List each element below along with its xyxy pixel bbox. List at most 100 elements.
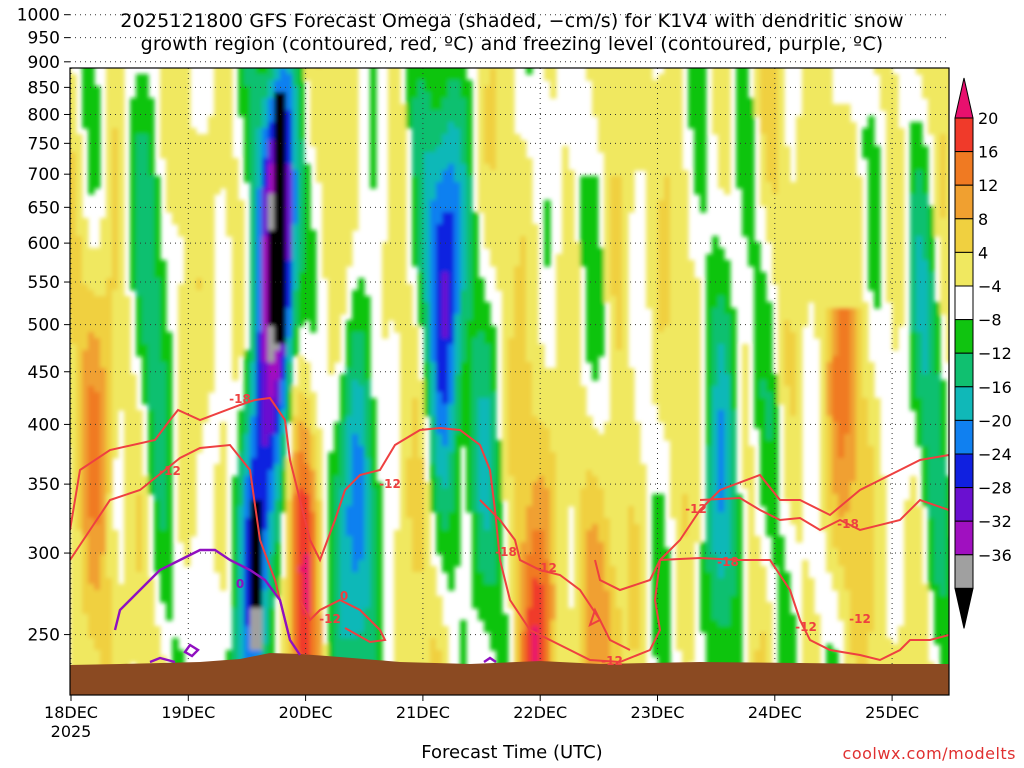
omega-cell (286, 326, 293, 333)
omega-cell (70, 92, 77, 99)
omega-cell (358, 476, 365, 483)
omega-cell (328, 554, 335, 561)
omega-cell (124, 572, 131, 579)
omega-cell (364, 416, 371, 423)
omega-cell (394, 104, 401, 111)
omega-cell (208, 296, 215, 303)
omega-cell (352, 470, 359, 477)
omega-cell (70, 248, 77, 255)
omega-cell (430, 230, 437, 237)
omega-cell (250, 86, 257, 93)
omega-cell (112, 230, 119, 237)
omega-cell (220, 572, 227, 579)
omega-cell (424, 578, 431, 585)
omega-cell (334, 164, 341, 171)
omega-cell (406, 482, 413, 489)
omega-cell (364, 434, 371, 441)
omega-cell (262, 284, 269, 291)
omega-cell (364, 608, 371, 615)
omega-cell (358, 512, 365, 519)
omega-cell (328, 590, 335, 597)
omega-cell (244, 458, 251, 465)
omega-cell (154, 398, 161, 405)
omega-cell (352, 506, 359, 513)
omega-cell (94, 386, 101, 393)
omega-cell (226, 650, 233, 657)
omega-cell (370, 158, 377, 165)
omega-cell (400, 278, 407, 285)
omega-cell (148, 272, 155, 279)
omega-cell (154, 440, 161, 447)
omega-cell (298, 80, 305, 87)
omega-cell (376, 572, 383, 579)
omega-cell (244, 116, 251, 123)
omega-cell (346, 422, 353, 429)
omega-cell (370, 452, 377, 459)
omega-cell (166, 482, 173, 489)
omega-cell (412, 152, 419, 159)
omega-cell (184, 494, 191, 501)
omega-cell (424, 134, 431, 141)
omega-cell (136, 218, 143, 225)
omega-cell (190, 152, 197, 159)
omega-cell (94, 116, 101, 123)
omega-cell (178, 446, 185, 453)
omega-cell (154, 536, 161, 543)
omega-cell (346, 98, 353, 105)
omega-cell (244, 572, 251, 579)
omega-cell (334, 74, 341, 81)
omega-cell (358, 596, 365, 603)
omega-cell (364, 542, 371, 549)
omega-cell (166, 494, 173, 501)
omega-cell (262, 530, 269, 537)
omega-cell (238, 446, 245, 453)
omega-cell (418, 452, 425, 459)
omega-cell (136, 326, 143, 333)
omega-cell (166, 446, 173, 453)
omega-cell (268, 554, 275, 561)
omega-cell (184, 260, 191, 267)
omega-cell (436, 218, 443, 225)
omega-cell (316, 74, 323, 81)
omega-cell (262, 266, 269, 273)
omega-cell (292, 74, 299, 81)
omega-cell (112, 278, 119, 285)
omega-cell (376, 536, 383, 543)
omega-cell (232, 194, 239, 201)
omega-cell (196, 146, 203, 153)
omega-cell (418, 590, 425, 597)
omega-cell (256, 644, 263, 651)
omega-cell (100, 386, 107, 393)
omega-cell (202, 272, 209, 279)
omega-cell (208, 260, 215, 267)
omega-cell (316, 614, 323, 621)
omega-cell (364, 536, 371, 543)
omega-cell (418, 92, 425, 99)
omega-cell (136, 74, 143, 81)
omega-cell (118, 584, 125, 591)
omega-cell (220, 482, 227, 489)
omega-cell (346, 176, 353, 183)
omega-cell (286, 224, 293, 231)
omega-cell (88, 434, 95, 441)
omega-cell (70, 194, 77, 201)
omega-cell (106, 482, 113, 489)
omega-cell (190, 494, 197, 501)
omega-cell (142, 104, 149, 111)
omega-cell (184, 218, 191, 225)
omega-cell (334, 452, 341, 459)
omega-cell (124, 452, 131, 459)
omega-cell (280, 74, 287, 81)
omega-cell (364, 296, 371, 303)
omega-cell (376, 602, 383, 609)
omega-cell (136, 128, 143, 135)
omega-cell (358, 578, 365, 585)
omega-cell (136, 278, 143, 285)
omega-cell (316, 542, 323, 549)
omega-cell (370, 614, 377, 621)
omega-cell (346, 500, 353, 507)
omega-cell (340, 68, 347, 75)
omega-cell (124, 608, 131, 615)
omega-cell (178, 98, 185, 105)
omega-cell (112, 164, 119, 171)
